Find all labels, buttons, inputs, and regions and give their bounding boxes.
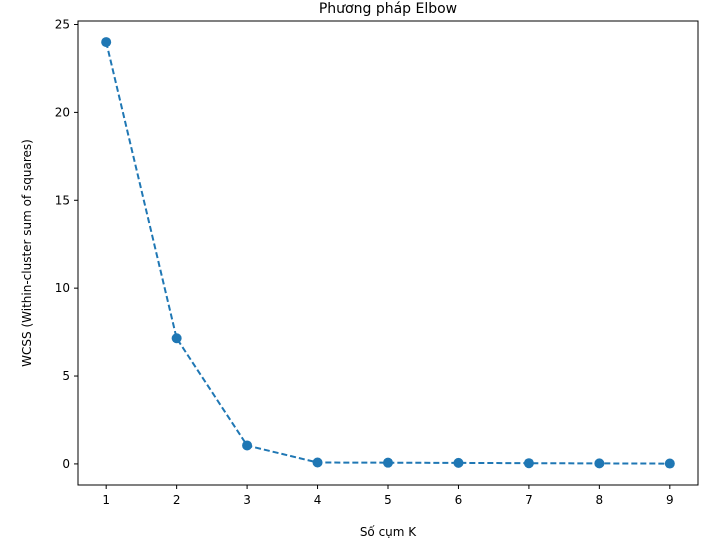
x-tick-label: 5 [384,493,392,507]
x-tick-label: 3 [243,493,251,507]
x-tick-label: 1 [102,493,110,507]
y-axis: 0 5 10 15 20 25 [55,18,78,471]
x-axis-title: Số cụm K [360,525,417,539]
data-point [312,457,323,468]
y-tick-label: 5 [62,369,70,383]
data-point [664,458,675,469]
series-line [105,41,670,465]
data-point [242,440,253,451]
y-tick-label: 25 [55,18,70,32]
data-point [453,457,464,468]
data-point [383,457,393,468]
x-tick-label: 4 [314,493,322,507]
data-point [594,458,605,469]
plot-frame [77,20,699,486]
x-tick-label: 7 [525,493,533,507]
y-tick-label: 10 [55,281,70,295]
y-tick-label: 0 [62,457,70,471]
x-tick-label: 8 [596,493,604,507]
x-tick-label: 2 [173,493,181,507]
y-tick-label: 20 [55,105,70,119]
x-axis: 1 2 3 4 5 6 7 8 9 [102,485,674,507]
y-axis-title: WCSS (Within-cluster sum of squares) [20,139,34,367]
data-points [101,37,675,469]
x-tick-label: 9 [666,493,674,507]
data-point [101,37,112,48]
data-point [171,333,182,344]
y-tick-label: 15 [55,193,70,207]
x-tick-label: 6 [455,493,463,507]
chart-title: Phương pháp Elbow [319,1,457,17]
data-point [523,458,534,469]
